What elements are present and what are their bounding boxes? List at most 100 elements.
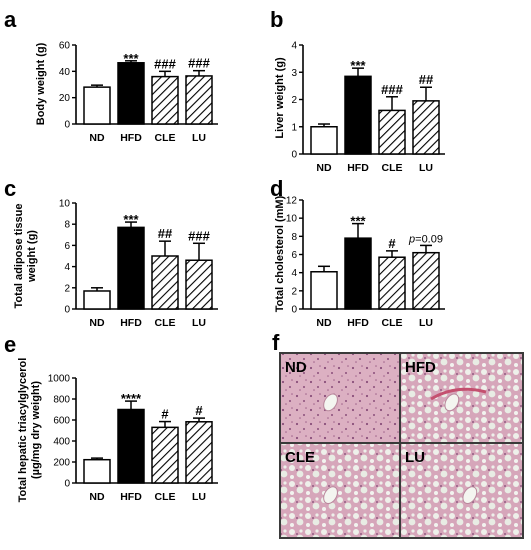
bar-nd — [310, 126, 338, 155]
panel-label: e — [4, 332, 16, 357]
significance-label: ### — [188, 228, 210, 243]
y-axis-label-line: Body weight (g) — [35, 42, 47, 125]
bar-nd — [83, 458, 111, 484]
panel-label: f — [272, 330, 280, 355]
y-tick-label: 0 — [64, 479, 70, 490]
x-tick-label: ND — [89, 132, 105, 144]
y-axis-label-line: (µg/mg dry weight) — [30, 381, 42, 479]
x-tick-label: LU — [419, 162, 433, 174]
significance-label: ### — [188, 56, 210, 71]
x-tick-label: CLE — [382, 162, 403, 174]
bar-hfd — [344, 75, 372, 155]
bar-hfd — [117, 408, 145, 484]
bar-cle — [151, 426, 179, 484]
bar-nd — [83, 290, 111, 310]
x-tick-label: HFD — [120, 317, 142, 329]
x-tick-label: CLE — [155, 317, 176, 329]
y-axis-label-line: weight (g) — [26, 230, 38, 283]
vessel — [323, 486, 338, 505]
y-tick-label: 8 — [64, 220, 70, 231]
y-axis-label: Total adipose tissueweight (g) — [13, 204, 38, 309]
histology-label: LU — [405, 449, 425, 466]
x-tick-label: ND — [89, 317, 105, 329]
significance-label: *** — [123, 212, 139, 227]
x-tick-label: LU — [192, 317, 206, 329]
y-tick-label: 0 — [291, 150, 297, 161]
y-tick-label: 800 — [53, 395, 70, 406]
y-tick-label: 0 — [291, 305, 297, 316]
y-tick-label: 200 — [53, 458, 70, 469]
significance-label: ## — [419, 72, 434, 87]
significance-label: *** — [350, 58, 366, 73]
significance-value: =0.09 — [415, 233, 443, 245]
significance-label: **** — [121, 391, 142, 406]
bar-cle — [151, 255, 179, 310]
y-tick-label: 3 — [291, 68, 297, 79]
y-tick-label: 12 — [286, 196, 298, 207]
significance-label: ### — [381, 82, 403, 97]
y-tick-label: 20 — [59, 93, 71, 104]
tissue-image — [281, 444, 399, 537]
significance-label: # — [161, 407, 169, 422]
chart-b: b 0 1 2 3 4 Liver weight (g) ND HFD *** CLE ### LU ## — [270, 7, 445, 174]
y-tick-label: 10 — [59, 199, 71, 210]
bar-lu — [185, 75, 213, 125]
y-axis-label: Total hepatic triacylglycerol(µg/mg dry … — [17, 358, 42, 503]
y-tick-label: 2 — [64, 283, 70, 294]
panel-label: d — [270, 176, 283, 201]
histology-image-hfd: HFD — [401, 354, 522, 442]
bar-hfd — [117, 62, 145, 125]
x-tick-label: HFD — [347, 317, 369, 329]
y-tick-label: 2 — [291, 95, 297, 106]
y-tick-label: 10 — [286, 214, 298, 225]
y-tick-label: 0 — [64, 120, 70, 131]
bar-nd — [310, 271, 338, 310]
x-tick-label: HFD — [120, 491, 142, 503]
y-axis-label-line: Total cholesterol (mM) — [274, 195, 286, 312]
panel-label: c — [4, 176, 16, 201]
significance-label: p=0.09 — [408, 233, 443, 245]
x-tick-label: LU — [192, 491, 206, 503]
y-tick-label: 400 — [53, 437, 70, 448]
x-tick-label: LU — [192, 132, 206, 144]
vessel — [462, 486, 478, 505]
x-tick-label: ND — [89, 491, 105, 503]
bar-cle — [378, 109, 406, 155]
vessel — [444, 393, 460, 412]
histology-label: ND — [285, 359, 307, 376]
y-tick-label: 60 — [59, 41, 71, 52]
y-tick-label: 4 — [64, 262, 70, 273]
bar-hfd — [344, 237, 372, 310]
panel-label: a — [4, 7, 17, 32]
y-tick-label: 1000 — [48, 374, 71, 385]
y-tick-label: 0 — [64, 305, 70, 316]
x-tick-label: HFD — [120, 132, 142, 144]
bar-nd — [83, 86, 111, 125]
x-tick-label: ND — [316, 162, 332, 174]
significance-label: ## — [158, 226, 173, 241]
significance-label: # — [388, 236, 396, 251]
y-axis-label-line: Liver weight (g) — [274, 57, 286, 139]
significance-label: # — [195, 403, 203, 418]
y-axis-label: Liver weight (g) — [274, 57, 286, 139]
y-tick-label: 600 — [53, 416, 70, 427]
histology-label: HFD — [405, 359, 436, 376]
histology-panel: f ND HFD CLE LU — [272, 330, 524, 539]
tissue-image — [281, 354, 399, 442]
tissue-image — [401, 444, 522, 537]
histology-image-nd: ND — [281, 354, 399, 442]
significance-p: p — [408, 233, 415, 245]
y-axis-label-line: Total hepatic triacylglycerol — [17, 358, 29, 503]
bar-lu — [412, 100, 440, 155]
tissue-image — [401, 354, 522, 442]
bar-lu — [412, 251, 440, 310]
bar-hfd — [117, 226, 145, 310]
y-tick-label: 2 — [291, 286, 297, 297]
blood-vessel — [430, 387, 487, 401]
x-tick-label: CLE — [155, 491, 176, 503]
y-tick-label: 4 — [291, 41, 297, 52]
histology-image-lu: LU — [401, 444, 522, 537]
